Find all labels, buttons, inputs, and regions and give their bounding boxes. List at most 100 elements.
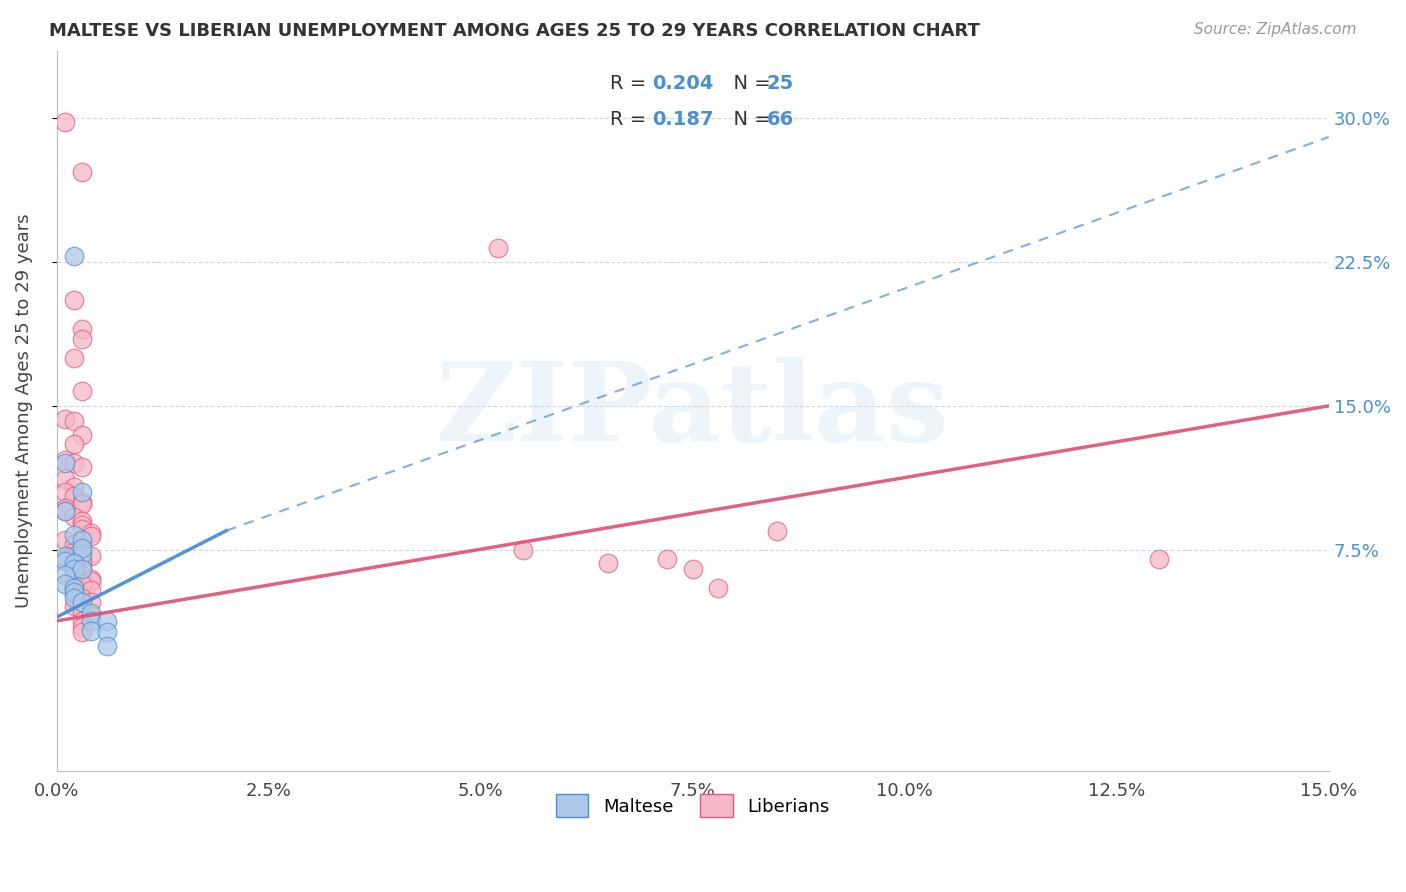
Point (70, 485, 93, 500)
Text: ZIPatlas: ZIPatlas (436, 357, 949, 464)
Point (70, 322, 93, 336)
Text: 66: 66 (766, 110, 794, 128)
Point (53, 577, 76, 591)
Point (96, 614, 118, 628)
Point (79, 525, 101, 540)
Text: MALTESE VS LIBERIAN UNEMPLOYMENT AMONG AGES 25 TO 29 YEARS CORRELATION CHART: MALTESE VS LIBERIAN UNEMPLOYMENT AMONG A… (49, 22, 980, 40)
Point (62, 549, 84, 563)
Point (62, 582, 84, 596)
Point (96, 625, 118, 640)
Point (53, 412, 76, 426)
Point (70, 620, 93, 634)
Text: Source: ZipAtlas.com: Source: ZipAtlas.com (1194, 22, 1357, 37)
Point (70, 517, 93, 532)
Text: N =: N = (721, 73, 776, 93)
Point (79, 572, 101, 586)
Point (70, 567, 93, 582)
Point (79, 529, 101, 543)
Point (62, 414, 84, 428)
Point (62, 587, 84, 601)
Text: 25: 25 (766, 73, 794, 93)
Point (53, 457, 76, 471)
Point (70, 427, 93, 442)
Point (62, 558, 84, 573)
Text: R =: R = (610, 73, 652, 93)
Point (766, 524, 789, 538)
Point (70, 514, 93, 528)
Point (70, 384, 93, 398)
Point (70, 533, 93, 548)
Point (70, 557, 93, 571)
Point (62, 437, 84, 451)
Point (70, 541, 93, 555)
Point (79, 624, 101, 638)
Text: 0.204: 0.204 (652, 73, 713, 93)
Point (70, 562, 93, 576)
Text: N =: N = (721, 110, 776, 128)
Y-axis label: Unemployment Among Ages 25 to 29 years: Unemployment Among Ages 25 to 29 years (15, 213, 32, 608)
Point (62, 249, 84, 263)
Point (62, 351, 84, 365)
Point (79, 606, 101, 620)
Text: R =: R = (610, 110, 659, 128)
Point (53, 504, 76, 518)
Point (512, 542, 534, 557)
Point (53, 452, 76, 467)
Point (62, 566, 84, 580)
Point (70, 495, 93, 509)
Point (486, 242, 509, 256)
Point (62, 562, 84, 576)
Point (70, 625, 93, 640)
Point (62, 510, 84, 524)
Point (79, 614, 101, 628)
Point (62, 293, 84, 308)
Point (596, 557, 619, 571)
Point (62, 479, 84, 493)
Point (70, 541, 93, 555)
Point (53, 504, 76, 518)
Point (62, 557, 84, 571)
Point (62, 545, 84, 559)
Point (62, 537, 84, 551)
Point (79, 583, 101, 598)
Point (79, 574, 101, 588)
Point (53, 554, 76, 568)
Point (53, 552, 76, 566)
Point (70, 604, 93, 618)
Point (79, 595, 101, 609)
Point (70, 562, 93, 576)
Point (70, 164, 93, 178)
Point (62, 591, 84, 605)
Point (62, 599, 84, 613)
Point (70, 497, 93, 511)
Point (70, 542, 93, 557)
Point (70, 614, 93, 628)
Point (53, 485, 76, 500)
Point (70, 332, 93, 346)
Point (53, 472, 76, 486)
Point (70, 460, 93, 475)
Text: 0.187: 0.187 (652, 110, 713, 128)
Point (62, 527, 84, 541)
Point (70, 595, 93, 609)
Point (62, 582, 84, 596)
Point (70, 547, 93, 561)
Point (70, 547, 93, 561)
Point (70, 577, 93, 591)
Point (62, 457, 84, 471)
Point (682, 562, 704, 576)
Point (79, 549, 101, 563)
Point (53, 567, 76, 582)
Point (53, 114, 76, 128)
Point (70, 554, 93, 568)
Point (70, 522, 93, 536)
Point (53, 549, 76, 563)
Point (707, 582, 730, 596)
Point (62, 489, 84, 503)
Point (62, 575, 84, 590)
Point (657, 552, 679, 566)
Point (96, 639, 118, 653)
Point (53, 533, 76, 548)
Point (53, 500, 76, 515)
Point (62, 585, 84, 599)
